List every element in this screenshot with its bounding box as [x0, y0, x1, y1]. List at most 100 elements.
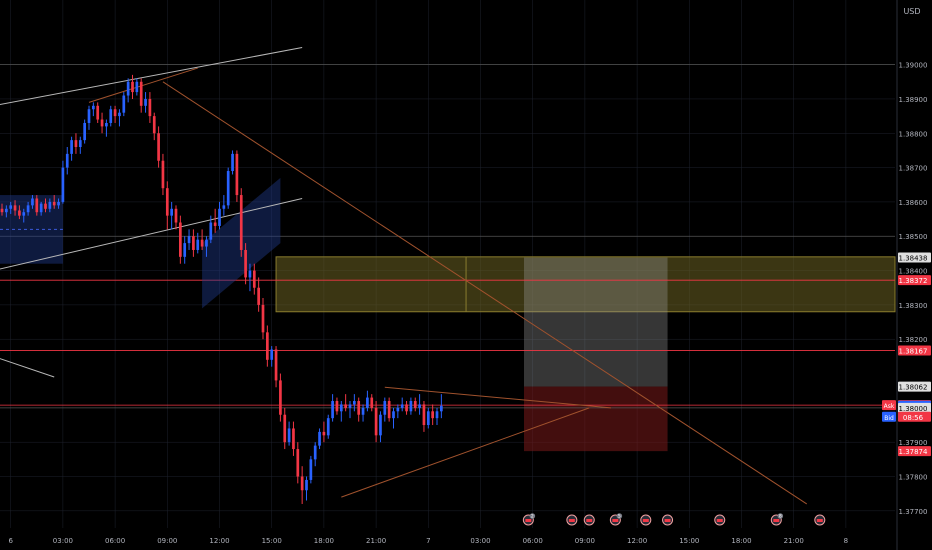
candle-body: [266, 332, 269, 360]
candle-body: [52, 201, 56, 206]
flag-stripe: [664, 519, 671, 522]
candle-body: [248, 270, 252, 278]
candle-body: [374, 407, 378, 436]
candle-body: [279, 380, 282, 415]
time-tick-label: 06:00: [523, 537, 543, 545]
time-tick-label: 7: [426, 537, 430, 545]
candle-body: [61, 167, 65, 202]
candle-body: [5, 208, 8, 213]
price-tick-label: 1.37800: [899, 474, 928, 482]
candles-layer: [0, 74, 443, 504]
flag-stripe: [773, 519, 780, 522]
candle-body: [339, 404, 343, 412]
time-tick-label: 8: [844, 537, 848, 545]
price-badges: 1.384381.383721.381671.380621.380081.380…: [882, 252, 931, 457]
price-tick-label: 1.38400: [899, 268, 928, 276]
event-markers[interactable]: 2 5 8: [522, 513, 826, 526]
flag-stripe: [612, 519, 619, 522]
price-badge: [898, 402, 931, 413]
ask-badge: [882, 400, 896, 411]
price-badge: [898, 446, 931, 457]
flag-stripe: [525, 519, 532, 522]
candle-body: [0, 208, 4, 213]
candle-body: [192, 236, 195, 250]
candle-body: [309, 459, 313, 480]
candle-body: [18, 210, 21, 216]
trend-line: [384, 386, 612, 409]
price-tick-label: 1.38500: [899, 233, 928, 241]
candle-body: [179, 222, 182, 257]
candle-body: [226, 171, 230, 206]
time-tick-label: 12:00: [627, 537, 647, 545]
candle-body: [161, 160, 165, 189]
candle-body: [366, 397, 369, 408]
trend-line: [0, 46, 303, 106]
price-badge-label: 1.38062: [899, 384, 928, 392]
price-badge-label: 1.37874: [899, 448, 928, 456]
time-tick-label: 03:00: [53, 537, 73, 545]
price-badge-label: 1.38438: [899, 255, 928, 263]
candle-body: [235, 153, 239, 196]
candle-body: [135, 81, 139, 93]
candle-body: [144, 98, 147, 106]
price-badge: [898, 275, 931, 286]
price-badge: [898, 345, 931, 356]
candle-body: [122, 95, 126, 113]
candle-body: [287, 428, 291, 443]
time-tick-label: 18:00: [314, 537, 334, 545]
time-tick-label: 03:00: [470, 537, 490, 545]
time-tick-label: 15:00: [262, 537, 282, 545]
time-tick-label: 21:00: [784, 537, 804, 545]
candle-body: [435, 411, 439, 419]
candle-body: [335, 401, 339, 412]
price-tick-label: 1.39000: [899, 62, 928, 70]
flag-stripe: [816, 519, 823, 522]
candle-body: [426, 411, 430, 426]
time-tick-label: 18:00: [731, 537, 751, 545]
trend-line: [162, 81, 808, 505]
trend-line: [88, 67, 198, 103]
candle-body: [252, 270, 256, 288]
supply-zone: [275, 256, 896, 313]
price-tick-label: 1.38700: [899, 165, 928, 173]
flag-stripe: [642, 519, 649, 522]
candle-body: [196, 239, 200, 250]
candle-body: [26, 205, 30, 213]
candle-body: [131, 81, 134, 93]
candle-body: [357, 401, 361, 415]
event-count-badge: [616, 513, 623, 519]
candle-body: [431, 411, 434, 419]
time-tick-label: 09:00: [575, 537, 595, 545]
candle-body: [157, 133, 160, 161]
candle-body: [418, 404, 421, 408]
candle-body: [392, 411, 395, 419]
candle-body: [118, 112, 121, 117]
candle-body: [126, 81, 130, 96]
time-axis[interactable]: 6 03:00 06:00 09:00 12:00 15:00 18:00 21:00 7 03:…: [8, 537, 848, 545]
candle-body: [313, 445, 317, 460]
candle-body: [213, 222, 217, 226]
price-tick-label: 1.38800: [899, 130, 928, 138]
candle-body: [39, 203, 43, 213]
time-tick-label: 21:00: [366, 537, 386, 545]
candle-body: [239, 195, 243, 250]
candle-body: [222, 205, 226, 209]
candle-body: [92, 105, 95, 110]
flag-stripe: [586, 519, 593, 522]
candle-body: [409, 401, 413, 412]
event-count-badge: [529, 513, 536, 519]
candle-body: [13, 205, 17, 211]
candle-body: [9, 205, 13, 209]
price-badge: [898, 381, 931, 392]
candle-body: [296, 449, 300, 477]
flag-stripe: [716, 519, 723, 522]
price-badge-label: 1.38167: [899, 348, 928, 356]
price-axis[interactable]: USD 1.39000 1.38900 1.38800 1.38700 1.38600 1…: [896, 0, 928, 550]
candle-body: [109, 109, 113, 123]
candle-body: [174, 208, 178, 223]
candle-body: [231, 153, 234, 172]
horizontal-lines-layer: [0, 64, 895, 409]
candle-body: [183, 243, 187, 257]
candle-body: [274, 349, 278, 381]
